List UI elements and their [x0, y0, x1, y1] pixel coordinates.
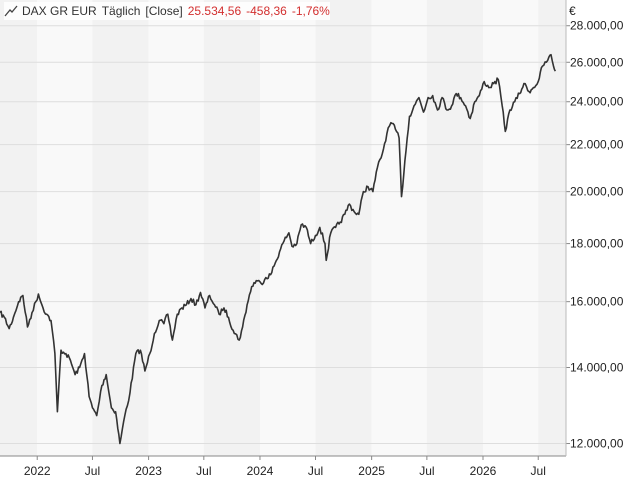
x-tick-label: Jul: [85, 464, 100, 478]
x-tick-label: Jul: [308, 464, 323, 478]
period-band: [483, 0, 539, 456]
y-tick-label: 24.000,00: [570, 95, 624, 109]
x-tick-label: 2023: [135, 464, 162, 478]
x-tick-label: Jul: [531, 464, 546, 478]
legend-mode: [Close]: [145, 4, 183, 18]
series-line: [0, 53, 557, 445]
currency-label: €: [569, 4, 576, 18]
x-tick-label: Jul: [196, 464, 211, 478]
x-tick-label: Jul: [419, 464, 434, 478]
period-band: [37, 0, 93, 456]
period-band: [371, 0, 427, 456]
alternating-period-bands: [0, 0, 566, 456]
legend-change-percent: -1,76%: [291, 4, 330, 18]
legend-last-value: 25.534,56: [187, 4, 242, 18]
period-band: [92, 0, 149, 456]
y-tick-label: 22.000,00: [570, 138, 624, 152]
x-tick-label: 2022: [24, 464, 51, 478]
x-tick-label: 2025: [358, 464, 385, 478]
legend-interval: Täglich: [101, 4, 141, 18]
x-tick-label: 2024: [247, 464, 274, 478]
chart-legend: DAX GR EUR Täglich [Close] 25.534,56 -45…: [4, 2, 330, 20]
y-axis-tick-labels: 12.000,00 14.000,00 16.000,00 18.000,00 20.0…: [570, 19, 624, 451]
period-band: [538, 0, 566, 456]
period-band: [426, 0, 484, 456]
y-tick-label: 12.000,00: [570, 437, 624, 451]
period-band: [0, 0, 38, 456]
series-group: [0, 53, 557, 445]
y-tick-label: 20.000,00: [570, 185, 624, 199]
x-tick-label: 2026: [470, 464, 497, 478]
y-tick-label: 14.000,00: [570, 361, 624, 375]
y-tick-label: 28.000,00: [570, 19, 624, 33]
line-chart-icon[interactable]: [4, 4, 18, 18]
period-band: [148, 0, 204, 456]
legend-change: -458,36: [246, 4, 287, 18]
period-band: [315, 0, 372, 456]
legend-symbol: DAX GR EUR: [22, 4, 97, 18]
x-axis-tick-labels: 2022 Jul 2023 Jul 2024 Jul 2025 Jul 2026 Jul: [24, 464, 546, 478]
y-tick-label: 26.000,00: [570, 55, 624, 69]
period-band: [203, 0, 260, 456]
y-tick-label: 16.000,00: [570, 295, 624, 309]
y-tick-label: 18.000,00: [570, 237, 624, 251]
